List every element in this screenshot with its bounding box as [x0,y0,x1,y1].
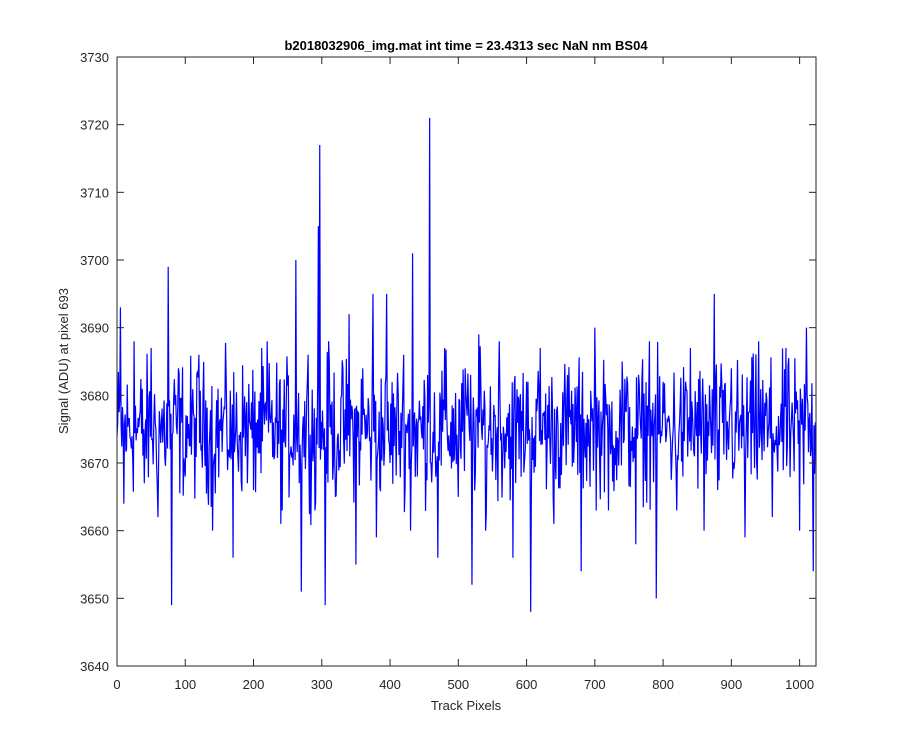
y-tick-label: 3730 [80,50,109,65]
axes-box [116,56,817,667]
y-tick-label: 3690 [80,321,109,336]
x-tick-label: 600 [516,677,538,692]
signal-series-line [116,117,816,612]
x-tick-label: 800 [652,677,674,692]
x-tick-label: 200 [243,677,265,692]
y-tick-label: 3700 [80,253,109,268]
series-group [116,117,816,612]
ticks-group: 0 100 200 300 400 500 600 700 800 900 1000 3640 3650… [80,50,816,692]
y-tick-label: 3720 [80,118,109,133]
x-tick-label: 100 [174,677,196,692]
y-tick-label: 3650 [80,591,109,606]
x-tick-label: 400 [379,677,401,692]
y-tick-label: 3660 [80,524,109,539]
y-tick-label: 3710 [80,185,109,200]
x-tick-label: 1000 [785,677,814,692]
y-axis-label: Signal (ADU) at pixel 693 [56,288,71,434]
x-tick-label: 900 [721,677,743,692]
x-tick-label: 500 [447,677,469,692]
plot-area [117,57,816,666]
y-tick-label: 3640 [80,659,109,674]
x-tick-label: 700 [584,677,606,692]
x-tick-label: 300 [311,677,333,692]
chart-title: b2018032906_img.mat int time = 23.4313 s… [284,38,648,53]
x-axis-label: Track Pixels [431,698,502,713]
y-tick-label: 3670 [80,456,109,471]
x-tick-label: 0 [113,677,120,692]
y-tick-label: 3680 [80,388,109,403]
